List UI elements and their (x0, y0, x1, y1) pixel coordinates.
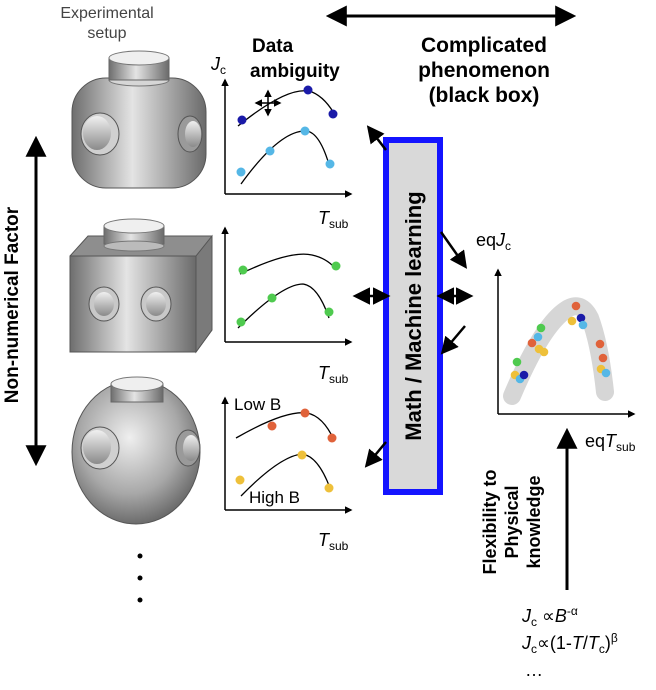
plot1-curve-upper (237, 90, 337, 127)
plot2-point-5 (324, 307, 334, 317)
high-b-label: High B (249, 488, 300, 507)
eq-ylabel: eqJc (476, 230, 511, 253)
eq-point-7 (536, 323, 546, 333)
plot3-curve-upper (235, 412, 335, 441)
eq-point-6 (533, 332, 543, 342)
ellipsis-dot-1 (137, 553, 143, 559)
plot-3: Low B High B Tsub (221, 395, 353, 553)
arrow-to-plot3 (364, 441, 387, 468)
plot2-curve-lower (237, 283, 330, 329)
flexibility-line-2: Physical (502, 485, 522, 558)
plot1-xlabel: Tsub (318, 208, 349, 231)
plot1-curve-lower (240, 130, 331, 185)
data-ambiguity-line-2: ambiguity (250, 61, 340, 82)
plot1-point-light-4 (325, 159, 335, 169)
plot-1: Jc Tsub (210, 54, 353, 231)
plot2-point-4 (267, 293, 277, 303)
plot1-point-light-3 (300, 126, 310, 136)
arrow-eq-to-box (440, 325, 466, 355)
eq-xlabel: eqTsub (585, 431, 636, 454)
plot1-ylabel: Jc (210, 54, 226, 77)
eq-point-1 (512, 357, 522, 367)
math-ml-label: Math / Machine learning (401, 191, 426, 440)
eq-point-17 (601, 368, 611, 378)
ambiguity-cross-arrows (254, 89, 282, 117)
plot2-curve-upper (239, 253, 336, 275)
eq-point-10 (567, 316, 577, 326)
plot1-point-light-1 (236, 167, 246, 177)
data-ambiguity-line-1: Data (252, 36, 294, 57)
eq-point-9 (539, 347, 549, 357)
plot2-point-2 (331, 261, 341, 271)
formula-ellipsis: … (525, 660, 543, 680)
plot1-point-dark-2 (303, 85, 313, 95)
plot2-point-3 (236, 317, 246, 327)
plot1-point-light-2 (265, 146, 275, 156)
plot1-point-dark-3 (328, 109, 338, 119)
plot3-point-orange-1 (267, 421, 277, 431)
plot3-point-yellow-1 (235, 475, 245, 485)
plot3-point-orange-3 (327, 433, 337, 443)
eq-point-11 (571, 301, 581, 311)
non-numerical-factor-label: Non-numerical Factor (2, 206, 23, 403)
plot3-xlabel: Tsub (318, 530, 349, 553)
eq-confidence-band (503, 297, 614, 405)
plot3-point-yellow-3 (324, 483, 334, 493)
arrow-to-eq-upper (439, 231, 468, 269)
ellipsis-dot-3 (137, 597, 143, 603)
eq-point-12 (576, 313, 586, 323)
flexibility-line-3: knowledge (524, 475, 544, 568)
low-b-label: Low B (234, 395, 281, 414)
plot2-xlabel: Tsub (318, 363, 349, 386)
formula-power-law: Jc ∝B-α (521, 604, 578, 629)
plot1-point-dark-1 (237, 115, 247, 125)
eq-point-4 (519, 370, 529, 380)
plot3-point-orange-2 (300, 408, 310, 418)
eq-point-15 (598, 353, 608, 363)
arrow-to-plot1 (366, 125, 387, 151)
complicated-line-1: Complicated (421, 34, 547, 57)
eq-point-14 (595, 339, 605, 349)
plot2-point-1 (238, 265, 248, 275)
device-2 (69, 218, 213, 354)
eq-plot: eqJc eqTsub (476, 230, 636, 454)
formula-temperature: Jc∝(1-T/Tc)β (521, 631, 618, 656)
complicated-line-2: phenomenon (418, 59, 550, 82)
experimental-setup-label-2: setup (87, 25, 126, 42)
flexibility-line-1: Flexibility to (480, 469, 500, 574)
device-1 (71, 50, 207, 189)
experimental-setup-label-1: Experimental (60, 5, 153, 22)
math-ml-box: Math / Machine learning (383, 137, 443, 495)
device-3 (71, 376, 201, 525)
eq-point-5 (527, 338, 537, 348)
complicated-line-3: (black box) (429, 84, 540, 107)
eq-point-13 (578, 320, 588, 330)
ellipsis-dot-2 (137, 575, 143, 581)
plot3-point-yellow-2 (297, 450, 307, 460)
plot-2: Tsub (221, 226, 353, 386)
